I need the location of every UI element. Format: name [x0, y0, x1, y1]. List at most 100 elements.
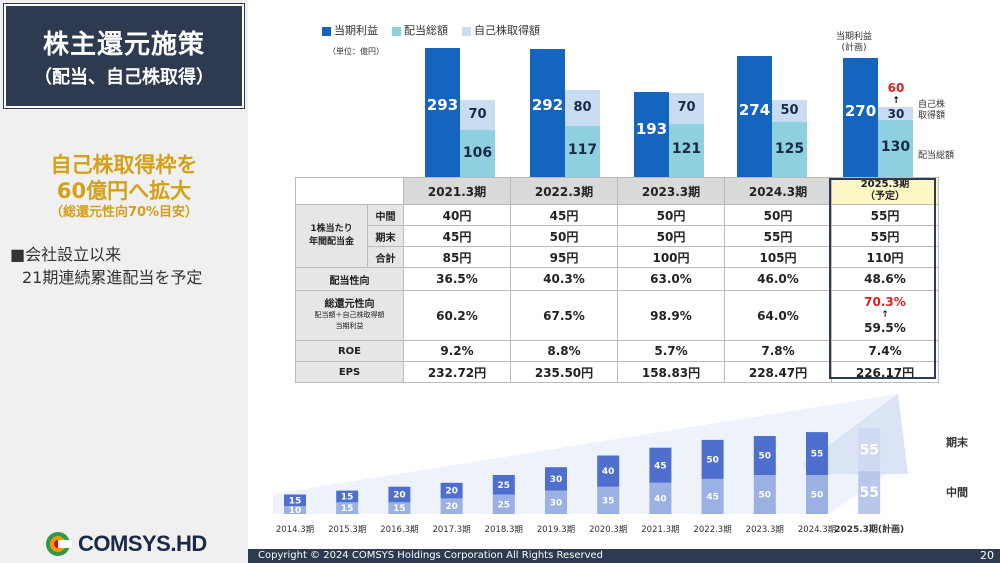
- table-cell: 48.6%: [831, 267, 939, 291]
- final-dividend-bar: [858, 428, 881, 472]
- table-cell: 226.17円: [831, 361, 939, 383]
- dividend-value: 130: [880, 139, 911, 156]
- highlight-line-2: 60億円へ拡大: [56, 179, 192, 203]
- profit-value: 193: [635, 120, 668, 139]
- table-cell: 7.8%: [724, 340, 832, 362]
- table-cell: 105円: [724, 246, 832, 268]
- side-label-dividend: 配当総額: [918, 151, 955, 161]
- interim-dividend-bar: [284, 506, 306, 514]
- final-dividend-value: 20: [393, 491, 406, 501]
- table-cell: 55円: [831, 225, 939, 247]
- table-cell: 55円: [724, 225, 832, 247]
- final-dividend-bar: [806, 432, 828, 475]
- roe-label: ROE: [295, 340, 404, 362]
- row-label: 期末: [367, 225, 404, 247]
- profit-bar: [843, 58, 878, 177]
- interim-dividend-bar: [440, 498, 463, 514]
- interim-dividend-value: 50: [811, 491, 824, 501]
- table-cell: 85円: [403, 246, 511, 268]
- legend-final: 期末: [946, 435, 969, 449]
- interim-dividend-value: 40: [654, 494, 667, 504]
- eps-label: EPS: [295, 361, 404, 383]
- table-cell: 50円: [724, 204, 832, 226]
- table-cell: 158.83円: [617, 361, 725, 383]
- profit-bar: [425, 48, 460, 177]
- table-cell: 235.50円: [510, 361, 618, 383]
- dividend-value: 106: [462, 144, 493, 161]
- buyback-bar: [669, 92, 704, 124]
- interim-dividend-bar: [388, 502, 411, 514]
- buyback-bar: [460, 99, 495, 131]
- x-tick-label: 2025.3期(計画): [834, 523, 904, 535]
- final-dividend-value: 25: [498, 481, 511, 491]
- interim-dividend-bar: [545, 490, 567, 514]
- table-cell: 50円: [510, 225, 618, 247]
- profit-value: 274: [738, 100, 771, 119]
- table-cell: 9.2%: [403, 340, 511, 362]
- background-trend-highlight: [803, 394, 908, 474]
- final-dividend-value: 55: [811, 450, 824, 460]
- table-header: 2024.3期: [724, 177, 832, 205]
- final-dividend-value: 50: [706, 455, 719, 465]
- final-dividend-bar: [545, 467, 567, 491]
- final-dividend-bar: [701, 439, 724, 479]
- logo-text: COMSYS.HD: [78, 531, 207, 556]
- plan-buyback-old: 30: [887, 107, 905, 121]
- profit-value: 293: [426, 96, 459, 115]
- legend-item-buyback: 自己株取得額: [462, 22, 540, 38]
- buyback-value: 50: [780, 103, 799, 118]
- bullet-line-2: 21期連続累進配当を予定: [22, 268, 203, 287]
- table-cell: 110円: [831, 246, 939, 268]
- table-cell: 64.0%: [724, 290, 832, 341]
- profit-bar: [530, 48, 565, 177]
- x-tick-label: 2015.3期: [328, 525, 366, 535]
- title-box: 株主還元施策 （配当、自己株取得）: [3, 3, 245, 109]
- final-dividend-bar: [284, 494, 306, 507]
- final-dividend-value: 20: [445, 487, 458, 497]
- table-cell: 45円: [403, 225, 511, 247]
- highlight-line-1: 自己株取得枠を: [50, 153, 198, 177]
- highlight-message: 自己株取得枠を 60億円へ拡大 （総還元性向70%目安）: [0, 152, 248, 222]
- plan-buyback-new: 60: [887, 81, 905, 95]
- buyback-value: 70: [677, 100, 696, 116]
- page-subtitle: （配当、自己株取得）: [34, 66, 214, 88]
- plan-buyback-annotation: 60 ↑ 30: [884, 82, 908, 121]
- table-cell: 40.3%: [510, 267, 618, 291]
- dividend-table: 2021.3期 2022.3期 2023.3期 2024.3期 2025.3期（…: [295, 177, 939, 383]
- final-dividend-bar: [388, 486, 411, 503]
- table-cell-plan: 70.3% ↑ 59.5%: [831, 290, 939, 341]
- x-tick-label: 2017.3期: [432, 525, 470, 535]
- x-tick-label: 2019.3期: [537, 525, 575, 535]
- interim-dividend-value: 25: [498, 500, 511, 510]
- table-corner: [295, 177, 404, 205]
- dividend-history-chart: 10152014.3期15152015.3期15202016.3期2020201…: [273, 394, 969, 535]
- x-tick-label: 2014.3期: [276, 525, 314, 535]
- table-cell: 5.7%: [617, 340, 725, 362]
- x-tick-label: 2024.3期: [798, 525, 836, 535]
- table-header: 2021.3期: [403, 177, 511, 205]
- profit-value: 292: [531, 96, 564, 115]
- final-dividend-value: 50: [759, 452, 772, 462]
- interim-dividend-bar: [701, 478, 724, 514]
- final-dividend-bar: [492, 475, 515, 495]
- plan-note-line-2: (計画): [841, 43, 867, 53]
- bullet-line-1: ■会社設立以来: [10, 245, 122, 264]
- table-header-plan: 2025.3期 （予定）: [831, 177, 939, 205]
- final-dividend-value: 45: [654, 461, 667, 471]
- table-cell: 7.4%: [831, 340, 939, 362]
- table-cell: 67.5%: [510, 290, 618, 341]
- interim-dividend-bar: [649, 482, 672, 514]
- interim-dividend-value: 15: [341, 504, 354, 514]
- plan-note-line-1: 当期利益: [836, 32, 873, 42]
- interim-dividend-bar: [753, 475, 776, 514]
- interim-dividend-bar: [336, 502, 359, 514]
- dividend-value: 117: [567, 142, 598, 159]
- copyright-text: Copyright © 2024 COMSYS Holdings Corpora…: [258, 550, 604, 561]
- interim-dividend-value: 55: [859, 485, 878, 501]
- legend-item-dividend: 配当総額: [392, 22, 448, 38]
- final-dividend-value: 40: [602, 467, 615, 477]
- unit-label: （単位：億円）: [328, 47, 384, 56]
- table-cell: 40円: [403, 204, 511, 226]
- x-tick-label: 2023.3期: [746, 525, 784, 535]
- row-label: 合計: [367, 246, 404, 268]
